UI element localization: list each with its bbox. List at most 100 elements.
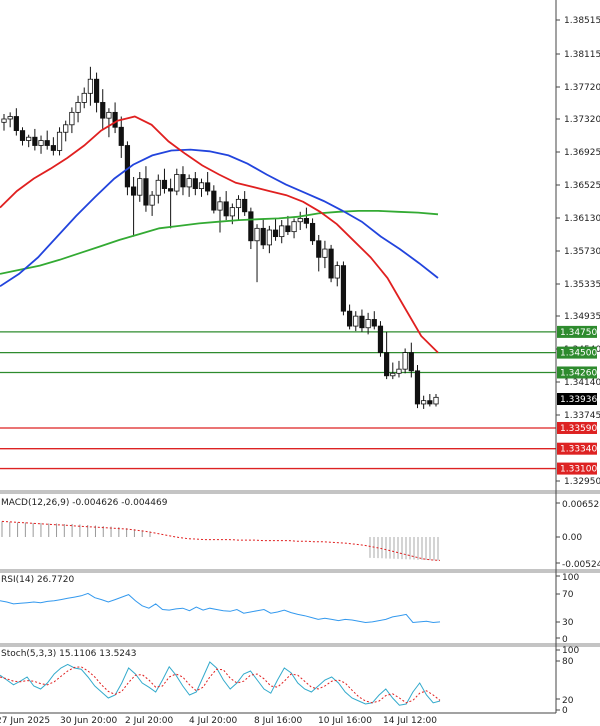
candle-body (390, 372, 396, 377)
macd-tick-label: 0.006528 (562, 500, 600, 510)
y-tick-label: 1.38515 (564, 16, 600, 26)
candle-body (118, 126, 124, 146)
candle-body (205, 182, 211, 192)
level-label: 1.33100 (560, 465, 597, 475)
candle-body (100, 102, 106, 119)
x-tick-label: 27 Jun 2025 (0, 716, 50, 726)
candle-body (297, 217, 303, 223)
candle-body (93, 78, 100, 103)
candle-body (353, 315, 359, 327)
y-tick-label: 1.35730 (564, 247, 600, 257)
candle-body (396, 368, 402, 374)
candle-body (248, 211, 254, 242)
candle-body (32, 136, 38, 146)
level-label-box (557, 442, 597, 455)
candle-body (285, 225, 291, 233)
horizontal-levels (0, 331, 556, 470)
candle-body (38, 140, 44, 146)
candle-body (124, 145, 131, 188)
candle-body (198, 182, 205, 189)
candle-body (44, 140, 50, 146)
candlesticks (1, 66, 439, 409)
y-tick-label: 1.36130 (564, 214, 600, 224)
candle-body (180, 174, 186, 188)
y-tick-label: 1.32950 (564, 477, 600, 487)
level-label: 1.34750 (560, 328, 597, 338)
level-label: 1.33590 (560, 424, 597, 434)
y-tick-label: 1.38115 (564, 50, 600, 60)
candle-body (408, 352, 414, 372)
x-tick-label: 30 Jun 20:00 (60, 716, 117, 726)
stoch-tick-label: 0 (562, 706, 568, 716)
candle-body (19, 130, 26, 141)
level-label-box (557, 325, 597, 338)
ma-green-line (0, 209, 439, 275)
x-tick-label: 8 Jul 16:00 (254, 716, 303, 726)
stoch-tick-label: 20 (562, 696, 574, 706)
candle-body (359, 315, 365, 329)
candle-body (223, 201, 229, 217)
candle-body (26, 136, 32, 141)
x-tick-label: 14 Jul 12:00 (383, 716, 437, 726)
y-tick-label: 1.37320 (564, 115, 600, 125)
stoch-lines (0, 661, 441, 706)
candle-body (316, 240, 322, 258)
rsi-y-axis: 100 70 30 0 (556, 573, 579, 645)
candle-body (1, 118, 7, 123)
rsi-line (0, 592, 441, 624)
candle-body (217, 201, 223, 211)
candle-body (112, 111, 118, 128)
candle-body (266, 229, 272, 246)
ma-blue-line (0, 148, 439, 288)
macd-signal-line (1, 520, 441, 561)
candle-body (279, 225, 285, 238)
candle-body (303, 217, 310, 224)
x-tick-label: 4 Jul 20:00 (189, 716, 238, 726)
candle-body (421, 400, 427, 405)
level-label-box (557, 462, 597, 475)
candle-body (377, 325, 384, 353)
y-tick-label: 1.36525 (564, 181, 600, 191)
candle-body (143, 178, 149, 206)
candle-body (334, 265, 340, 279)
candle-body (155, 179, 161, 196)
candle-body (161, 179, 168, 189)
candle-body (13, 116, 19, 131)
candle-body (50, 145, 56, 151)
y-tick-label: 1.37720 (564, 83, 600, 93)
candle-body (414, 370, 421, 405)
candle-body (384, 352, 390, 377)
y-tick-label: 1.36925 (564, 148, 600, 158)
candle-body (56, 131, 63, 151)
candle-body (291, 221, 297, 233)
y-tick-label: 1.35335 (564, 280, 600, 290)
candle-body (87, 78, 93, 94)
candle-body (328, 248, 334, 279)
main-y-axis: 1.38515 1.38115 1.37720 1.37320 1.36925 … (556, 16, 600, 487)
candle-body (106, 111, 112, 119)
rsi-tick-label: 100 (562, 573, 579, 583)
level-label: 1.34500 (560, 349, 597, 359)
candle-body (7, 116, 13, 120)
candle-body (69, 111, 75, 126)
candle-body (229, 207, 235, 217)
x-tick-label: 10 Jul 16:00 (318, 716, 372, 726)
stoch-tick-label: 80 (562, 657, 574, 667)
x-axis: 27 Jun 2025 30 Jun 20:00 2 Jul 20:00 4 J… (0, 716, 437, 726)
x-tick-label: 2 Jul 20:00 (125, 716, 174, 726)
candle-body (365, 319, 371, 329)
candle-body (242, 198, 248, 213)
y-tick-label: 1.34935 (564, 312, 600, 322)
moving-average-lines (0, 115, 439, 354)
candle-body (75, 102, 81, 113)
stoch-d-line (0, 666, 441, 704)
candle-body (235, 198, 242, 209)
ma-red-line (0, 115, 439, 354)
stoch-title: Stoch(5,3,3) 15.1106 13.5243 (1, 649, 136, 659)
candle-body (402, 352, 408, 370)
rsi-line (0, 592, 441, 624)
current-price-box (557, 393, 597, 405)
candle-body (63, 124, 69, 133)
rsi-tick-label: 70 (562, 590, 574, 600)
level-label-box (557, 366, 597, 379)
